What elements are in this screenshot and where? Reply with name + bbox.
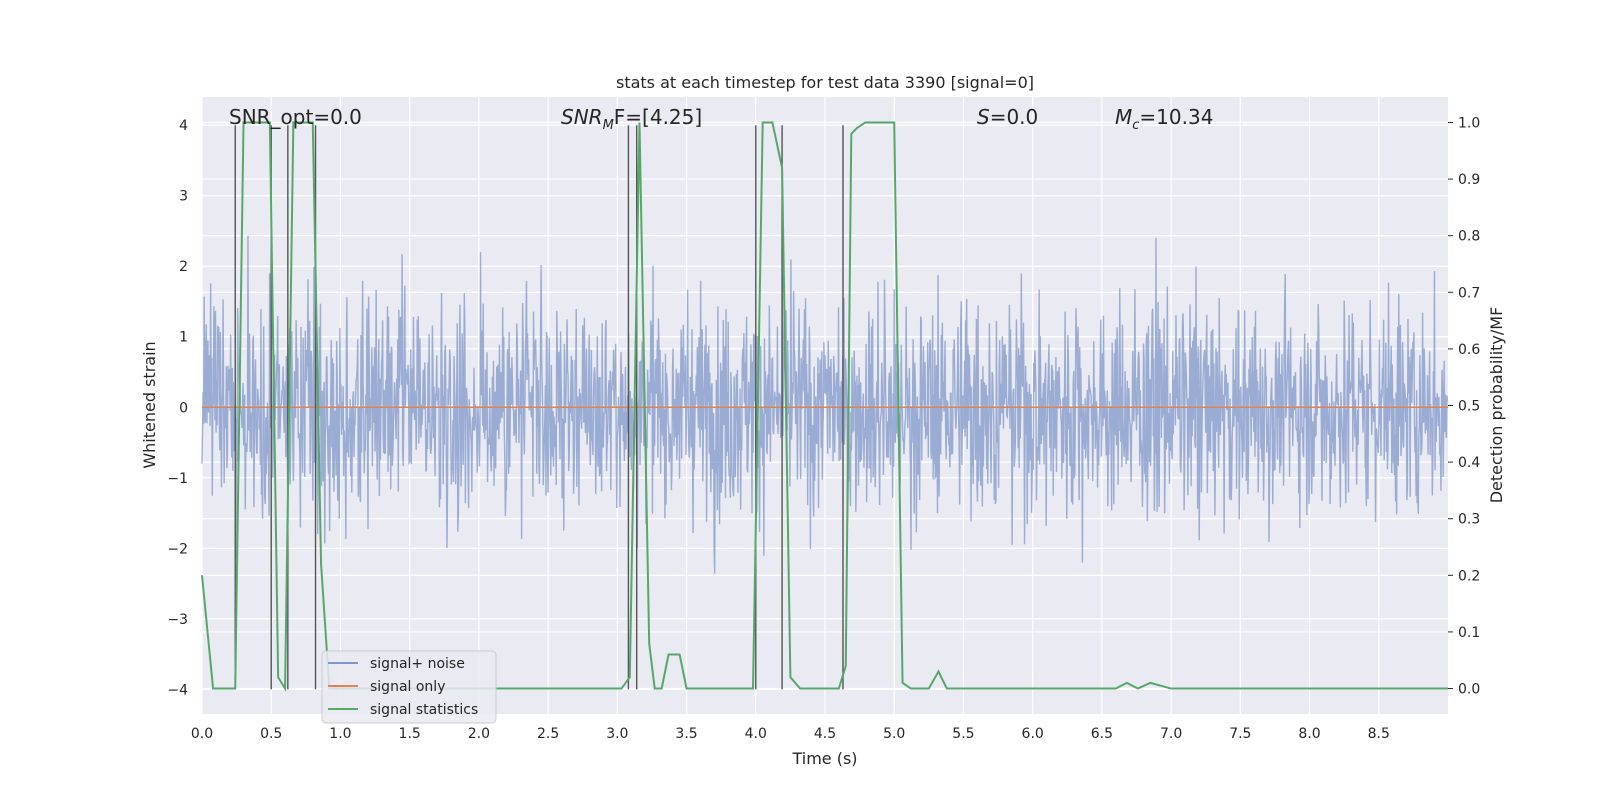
y-left-tick-label: 2 xyxy=(179,259,188,275)
x-tick-label: 3.0 xyxy=(606,726,628,742)
x-tick-label: 1.0 xyxy=(329,726,351,742)
y-left-tick-label: −4 xyxy=(167,682,188,698)
noise-line xyxy=(201,235,1449,574)
x-tick-label: 8.5 xyxy=(1368,726,1390,742)
y-right-tick-label: 0.7 xyxy=(1458,285,1480,301)
y-right-tick-label: 0.9 xyxy=(1458,172,1480,188)
right-axis-label: Detection probability/MF xyxy=(1487,307,1506,504)
x-tick-label: 0.5 xyxy=(260,726,282,742)
legend: signal+ noise signal only signal statist… xyxy=(321,650,497,724)
annotations: SNR_opt=0.0 SNRMF=[4.25] S=0.0 Mc=10.34 xyxy=(229,105,1213,133)
x-axis-ticks: 0.0 0.5 1.0 1.5 2.0 2.5 3.0 3.5 4.0 4.5 5.0 5.5 6.0 6… xyxy=(191,726,1390,742)
noise-trace xyxy=(201,235,1449,574)
legend-box xyxy=(321,650,497,724)
annotation-snr-mf: SNRMF=[4.25] xyxy=(561,105,702,133)
y-left-tick-label: 1 xyxy=(179,330,188,346)
statistics-trace xyxy=(201,121,1448,692)
x-tick-label: 5.5 xyxy=(952,726,974,742)
x-tick-label: 7.0 xyxy=(1160,726,1182,742)
x-tick-label: 0.0 xyxy=(191,726,213,742)
y-left-tick-label: −1 xyxy=(167,471,188,487)
x-tick-label: 2.5 xyxy=(537,726,559,742)
y-right-tick-label: 0.3 xyxy=(1458,512,1480,528)
y-right-tick-label: 0.5 xyxy=(1458,399,1480,415)
y-left-tick-label: 3 xyxy=(179,189,188,205)
trigger-lines xyxy=(234,125,844,690)
chart-title: stats at each timestep for test data 339… xyxy=(616,73,1034,92)
legend-label-signal: signal only xyxy=(370,679,445,695)
x-tick-label: 4.0 xyxy=(745,726,767,742)
x-tick-label: 6.5 xyxy=(1091,726,1113,742)
y-right-tick-label: 1.0 xyxy=(1458,115,1480,131)
x-tick-label: 6.0 xyxy=(1022,726,1044,742)
annotation-s: S=0.0 xyxy=(977,105,1038,129)
x-tick-label: 3.5 xyxy=(675,726,697,742)
y-right-tick-label: 0.1 xyxy=(1458,625,1480,641)
right-axis-ticks: 0.0 0.1 0.2 0.3 0.4 0.5 0.6 0.7 0.8 0.9 1.0 xyxy=(1448,115,1480,698)
left-axis-ticks: −4 −3 −2 −1 0 1 2 3 4 xyxy=(167,118,188,698)
annotation-snr-opt: SNR_opt=0.0 xyxy=(229,105,362,129)
y-right-tick-label: 0.6 xyxy=(1458,342,1480,358)
x-tick-label: 5.0 xyxy=(883,726,905,742)
left-axis-label: Whitened strain xyxy=(140,341,159,468)
y-right-tick-label: 0.4 xyxy=(1458,455,1480,471)
x-tick-label: 8.0 xyxy=(1298,726,1320,742)
x-tick-label: 7.5 xyxy=(1229,726,1251,742)
y-right-tick-label: 0.8 xyxy=(1458,229,1480,245)
x-tick-label: 1.5 xyxy=(399,726,421,742)
y-left-tick-label: 0 xyxy=(179,400,188,416)
x-tick-label: 4.5 xyxy=(814,726,836,742)
annotation-mc: Mc=10.34 xyxy=(1115,105,1213,133)
statistics-line xyxy=(201,121,1448,692)
y-right-tick-label: 0.0 xyxy=(1458,682,1480,698)
y-left-tick-label: −2 xyxy=(167,541,188,557)
legend-label-noise: signal+ noise xyxy=(370,656,465,672)
x-axis-label: Time (s) xyxy=(791,749,857,768)
y-left-tick-label: −3 xyxy=(167,612,188,628)
legend-label-stats: signal statistics xyxy=(370,702,478,718)
y-left-tick-label: 4 xyxy=(179,118,188,134)
y-right-tick-label: 0.2 xyxy=(1458,568,1480,584)
x-tick-label: 2.0 xyxy=(468,726,490,742)
